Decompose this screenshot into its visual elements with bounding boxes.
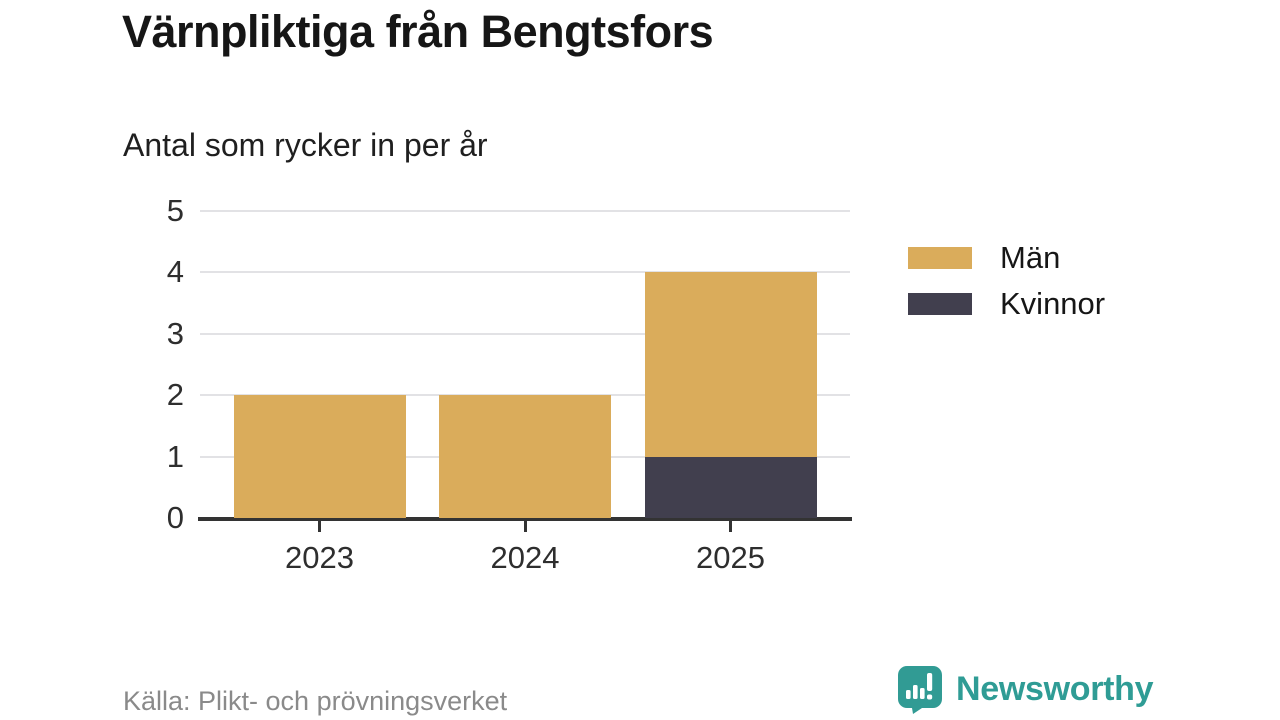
legend-item-Män: Män <box>908 240 1105 275</box>
chart-title: Värnpliktiga från Bengtsfors <box>122 6 714 57</box>
newsworthy-wordmark: Newsworthy <box>956 670 1154 708</box>
legend-label-Män: Män <box>1000 240 1061 275</box>
bar-segment-2025-Kvinnor <box>644 456 817 518</box>
gridline-y5 <box>200 210 850 212</box>
gridline-y4 <box>200 271 850 274</box>
newsworthy-brand: Newsworthy <box>897 665 1154 714</box>
bar-segment-2023-Män <box>233 395 406 518</box>
legend-swatch-Kvinnor <box>908 293 972 315</box>
bar-segment-2025-Män <box>644 272 817 457</box>
newsworthy-logo-icon <box>898 666 942 714</box>
legend: Män Kvinnor <box>908 240 1106 321</box>
bar-segment-2024-Män <box>439 395 611 518</box>
y-axis-tick-label: 0 <box>166 500 184 535</box>
x-axis-tick-2025 <box>729 521 732 532</box>
legend-item-Kvinnor: Kvinnor <box>908 286 1106 321</box>
y-axis-tick-label: 1 <box>166 438 184 474</box>
x-axis-label-2023: 2023 <box>285 540 354 575</box>
gridline-y3 <box>200 332 850 335</box>
legend-swatch-Män <box>908 247 972 269</box>
source-note: Källa: Plikt- och prövningsverket <box>123 686 508 716</box>
x-axis-tick-2023 <box>318 521 321 532</box>
y-axis-tick-label: 4 <box>166 254 184 290</box>
y-axis-tick-label: 5 <box>166 193 184 228</box>
x-axis-label-2024: 2024 <box>490 540 560 575</box>
legend-label-Kvinnor: Kvinnor <box>1000 286 1106 321</box>
y-axis-tick-label: 2 <box>166 377 184 413</box>
x-axis-label-2025: 2025 <box>696 540 765 575</box>
chart-subtitle: Antal som rycker in per år <box>123 127 488 163</box>
y-axis-tick-label: 3 <box>166 315 184 351</box>
x-axis-tick-2024 <box>523 521 527 532</box>
x-axis-line <box>198 517 852 521</box>
